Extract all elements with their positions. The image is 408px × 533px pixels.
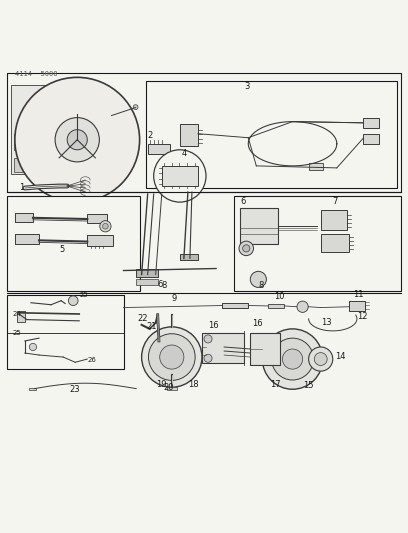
Circle shape xyxy=(149,334,195,381)
FancyBboxPatch shape xyxy=(363,118,379,128)
FancyBboxPatch shape xyxy=(240,208,278,244)
FancyBboxPatch shape xyxy=(321,235,349,253)
Text: 25: 25 xyxy=(79,292,88,298)
FancyBboxPatch shape xyxy=(321,210,347,230)
FancyBboxPatch shape xyxy=(87,214,107,223)
FancyBboxPatch shape xyxy=(146,82,397,188)
FancyBboxPatch shape xyxy=(87,235,113,246)
Circle shape xyxy=(239,241,253,256)
Circle shape xyxy=(282,349,303,369)
Text: 26: 26 xyxy=(87,357,96,363)
Text: 16: 16 xyxy=(252,319,263,328)
Circle shape xyxy=(42,116,56,131)
FancyBboxPatch shape xyxy=(17,311,25,322)
FancyBboxPatch shape xyxy=(180,254,198,261)
Text: 5: 5 xyxy=(59,245,64,254)
Circle shape xyxy=(142,327,202,387)
FancyBboxPatch shape xyxy=(7,196,140,290)
Circle shape xyxy=(22,116,36,131)
Text: 17: 17 xyxy=(271,380,281,389)
Circle shape xyxy=(204,335,212,343)
Circle shape xyxy=(18,112,40,135)
FancyBboxPatch shape xyxy=(250,333,280,365)
FancyBboxPatch shape xyxy=(148,144,170,154)
Text: 4: 4 xyxy=(182,149,187,158)
Text: 18: 18 xyxy=(188,380,199,389)
Circle shape xyxy=(204,354,212,362)
Text: 8: 8 xyxy=(162,281,167,290)
Text: 7: 7 xyxy=(333,197,338,206)
Text: 10: 10 xyxy=(275,292,285,301)
Text: 2: 2 xyxy=(148,131,153,140)
Text: 19: 19 xyxy=(157,380,167,389)
Text: 23: 23 xyxy=(69,385,80,394)
Text: 15: 15 xyxy=(303,382,313,391)
Text: 6: 6 xyxy=(158,280,163,289)
FancyBboxPatch shape xyxy=(222,303,248,308)
FancyBboxPatch shape xyxy=(15,235,39,244)
Circle shape xyxy=(55,118,100,162)
Circle shape xyxy=(67,130,87,150)
FancyBboxPatch shape xyxy=(11,85,73,174)
FancyBboxPatch shape xyxy=(14,158,30,172)
Text: 9: 9 xyxy=(172,294,177,303)
Circle shape xyxy=(38,112,60,135)
Circle shape xyxy=(133,104,138,110)
FancyBboxPatch shape xyxy=(202,333,244,363)
FancyBboxPatch shape xyxy=(29,387,36,391)
FancyBboxPatch shape xyxy=(268,303,284,309)
FancyBboxPatch shape xyxy=(349,301,365,311)
Circle shape xyxy=(15,77,140,202)
Text: 21: 21 xyxy=(147,322,157,331)
FancyBboxPatch shape xyxy=(7,295,124,369)
Circle shape xyxy=(314,353,327,366)
Circle shape xyxy=(308,347,333,371)
Circle shape xyxy=(69,296,78,305)
FancyBboxPatch shape xyxy=(135,279,158,285)
Circle shape xyxy=(58,155,72,169)
Circle shape xyxy=(250,271,266,287)
FancyBboxPatch shape xyxy=(180,124,198,146)
FancyBboxPatch shape xyxy=(135,269,158,277)
Circle shape xyxy=(29,343,37,351)
Text: 6: 6 xyxy=(240,197,246,206)
Text: 4114  5000: 4114 5000 xyxy=(15,71,58,77)
FancyBboxPatch shape xyxy=(167,387,177,390)
Text: 3: 3 xyxy=(244,83,250,92)
FancyBboxPatch shape xyxy=(7,74,401,192)
Text: 20: 20 xyxy=(163,383,173,392)
Text: 12: 12 xyxy=(357,312,368,321)
FancyBboxPatch shape xyxy=(15,213,33,222)
FancyBboxPatch shape xyxy=(234,196,401,290)
Circle shape xyxy=(243,245,250,252)
Circle shape xyxy=(154,150,206,202)
Text: 24: 24 xyxy=(13,311,22,317)
FancyBboxPatch shape xyxy=(308,163,323,170)
Text: 1: 1 xyxy=(19,183,24,192)
Text: 16: 16 xyxy=(208,321,219,330)
Text: 22: 22 xyxy=(137,314,148,323)
FancyBboxPatch shape xyxy=(162,166,198,186)
Text: 14: 14 xyxy=(335,352,345,361)
Circle shape xyxy=(262,329,323,389)
Circle shape xyxy=(272,338,313,380)
Text: 11: 11 xyxy=(353,290,364,298)
Circle shape xyxy=(100,221,111,232)
Circle shape xyxy=(102,223,108,229)
Text: 13: 13 xyxy=(321,318,331,327)
FancyBboxPatch shape xyxy=(14,134,36,150)
FancyBboxPatch shape xyxy=(363,134,379,144)
Text: 25: 25 xyxy=(13,330,22,336)
Text: 8: 8 xyxy=(258,281,264,290)
Circle shape xyxy=(297,301,308,312)
Circle shape xyxy=(160,345,184,369)
